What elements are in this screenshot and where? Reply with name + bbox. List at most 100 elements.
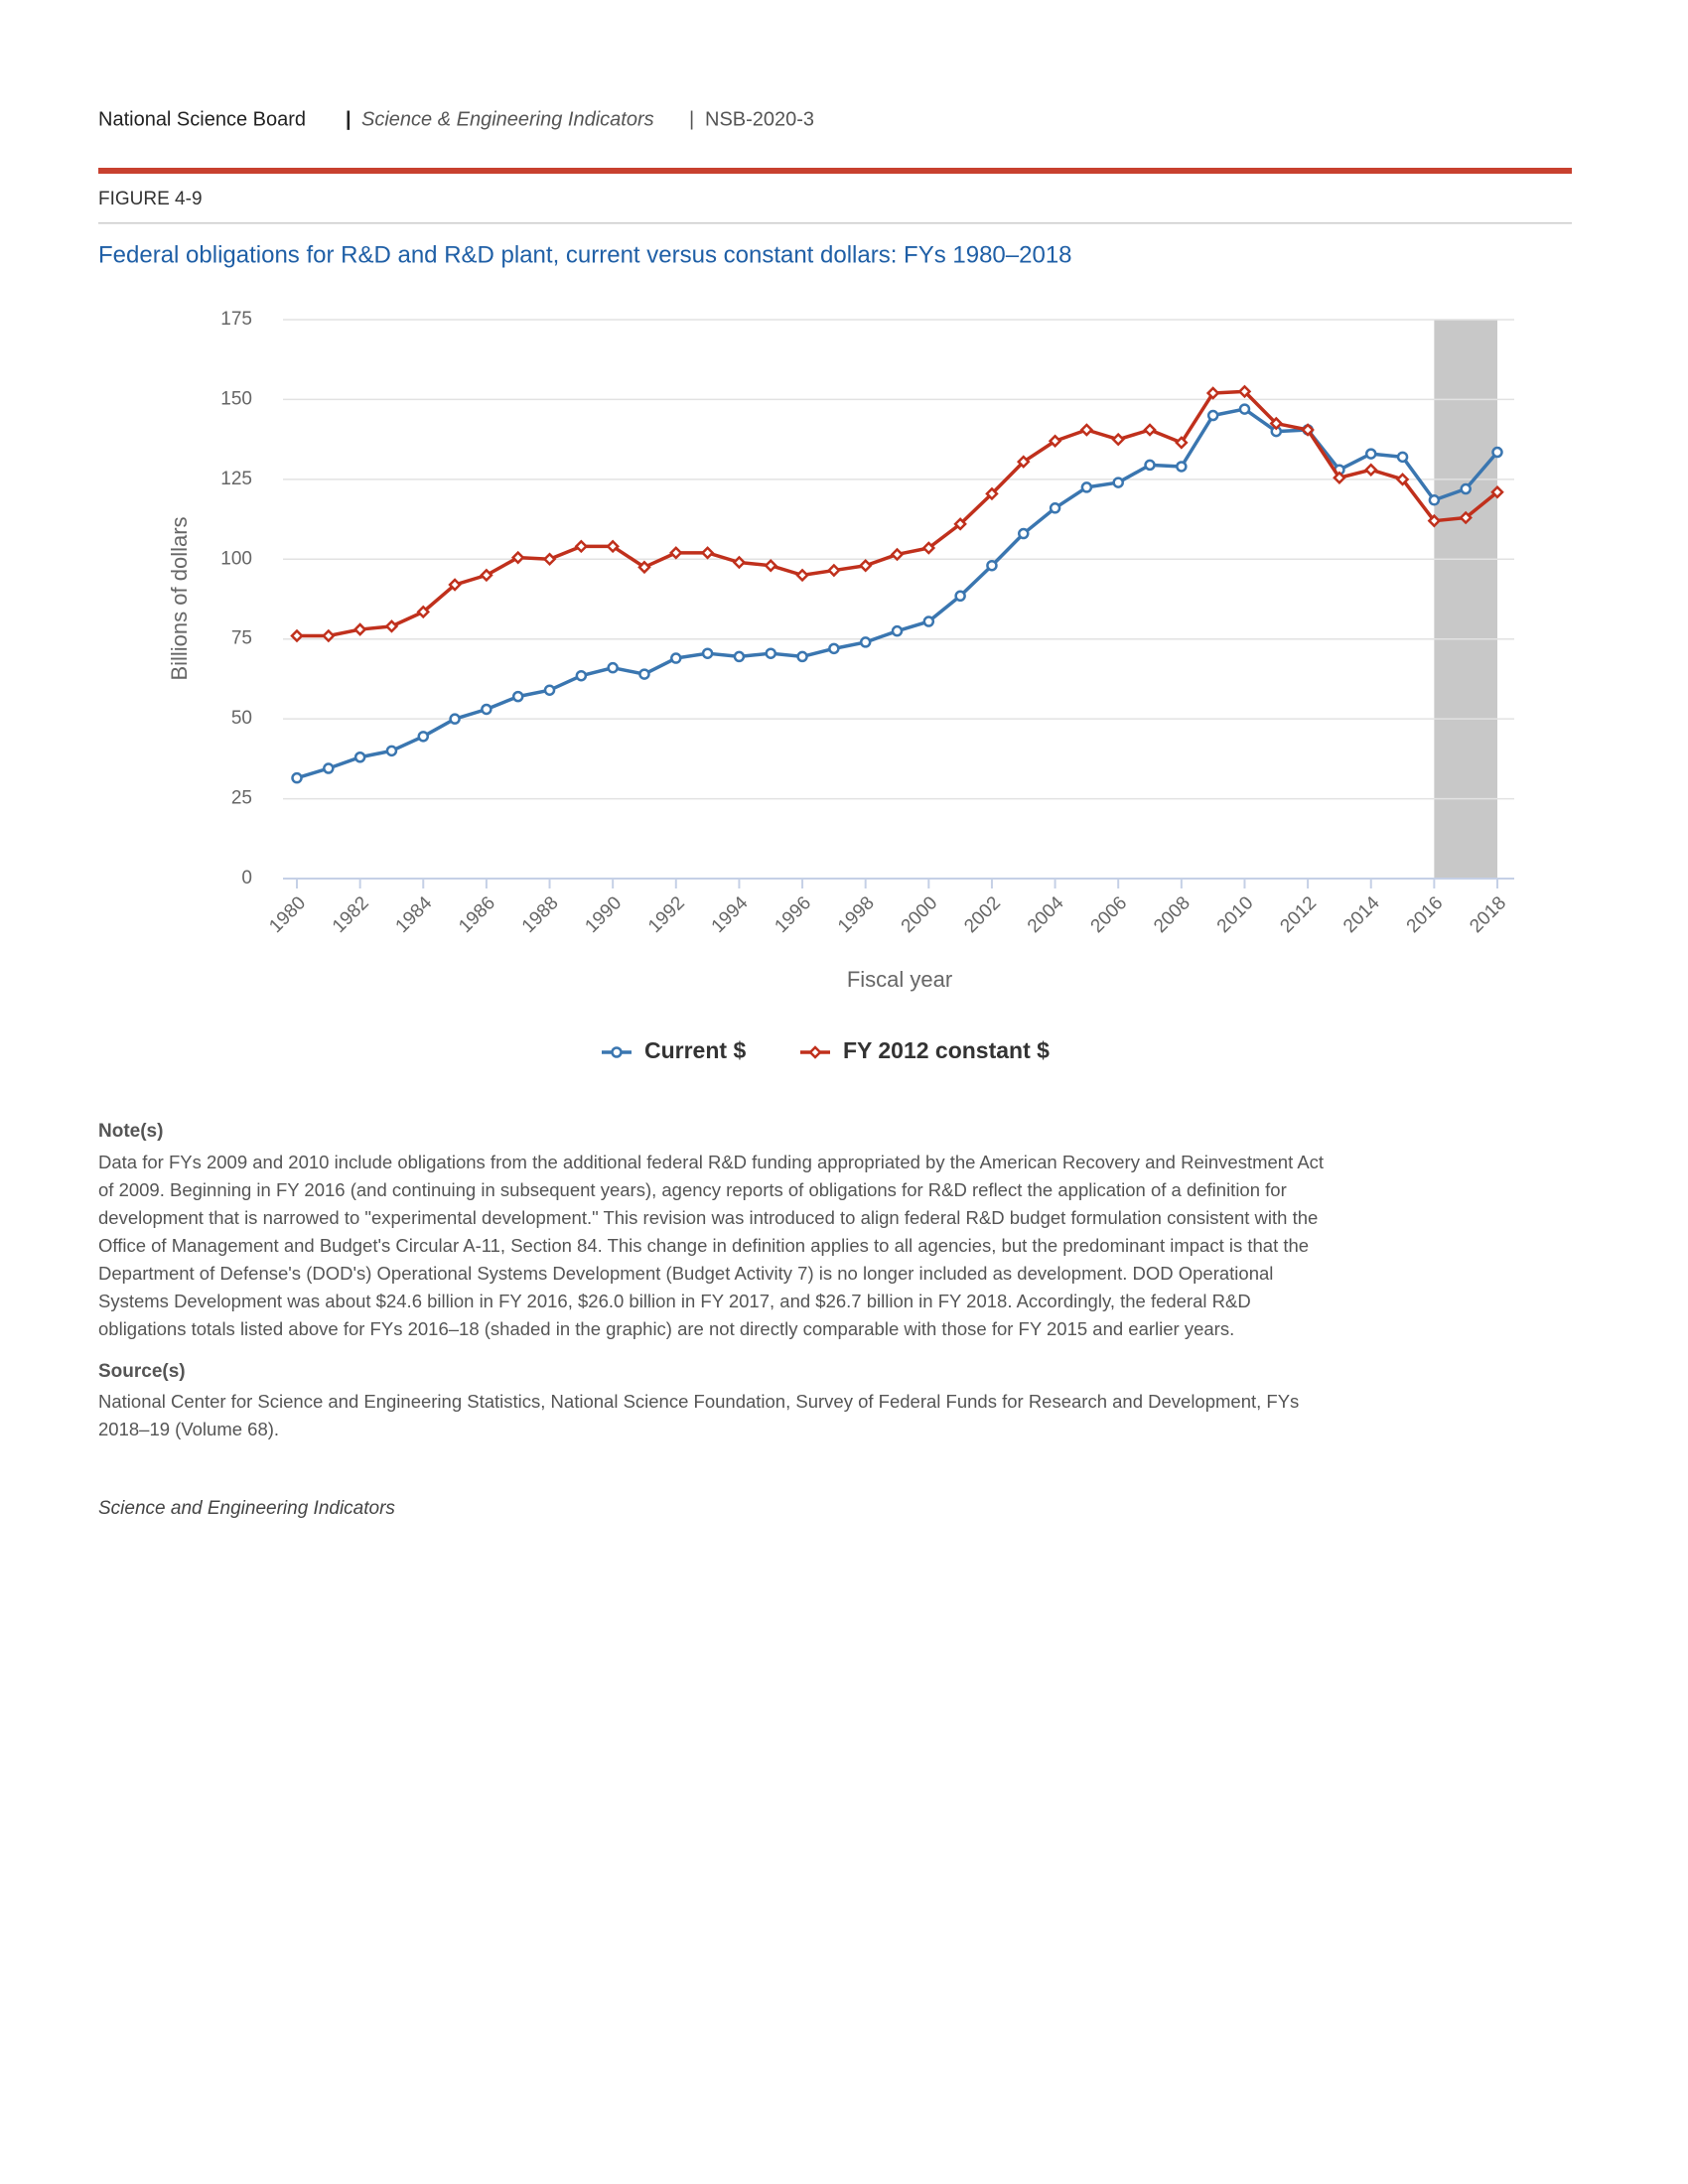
x-tick-label: 1982 [329,892,373,937]
x-tick-label: 2000 [898,892,942,937]
point [1363,463,1378,477]
point [922,615,935,627]
x-tick-label: 1980 [265,892,310,937]
point [542,552,557,567]
source-line: National Center for Science and Engineer… [98,1391,1299,1412]
x-tick-label: 1992 [644,892,689,937]
note-line: obligations totals listed above for FYs … [98,1318,1234,1339]
point [1427,513,1442,528]
point [1238,403,1251,415]
point [1018,527,1030,540]
note-line: Department of Defense's (DOD's) Operatio… [98,1263,1273,1284]
point [416,605,431,619]
point [291,771,303,784]
legend-marker [611,1046,623,1058]
point [1395,473,1410,486]
legend-marker [808,1045,822,1059]
point [323,762,335,774]
point [921,541,936,555]
x-tick-label: 2016 [1403,892,1448,937]
point [607,661,619,674]
point [1175,436,1189,450]
point [1301,423,1315,437]
x-tick-label: 2018 [1466,892,1510,937]
point [1079,423,1094,437]
header-report: NSB-2020-3 [705,108,814,130]
x-tick-label: 1998 [834,892,879,937]
point [353,751,366,763]
point [385,745,398,757]
point [985,486,999,501]
y-tick-label: 0 [241,868,252,888]
chart-title: Federal obligations for R&D and R&D plan… [98,241,1072,268]
point [480,568,493,583]
point [606,539,620,554]
y-tick-label: 50 [231,708,252,729]
point [986,559,998,572]
point [1206,409,1219,422]
figure-rule [98,222,1572,224]
point [733,650,746,663]
y-tick-label: 125 [220,469,252,489]
point [765,647,776,659]
x-tick-label: 2012 [1276,892,1321,937]
point [859,636,872,648]
point [954,590,966,603]
point [796,650,808,663]
x-axis-label: Fiscal year [847,967,952,992]
header-separator: | [346,108,352,130]
shaded-region [1434,320,1497,879]
point [1144,459,1156,472]
x-tick-label: 1994 [708,892,753,937]
footer: Science and Engineering Indicators [98,1498,395,1519]
sources-heading: Source(s) [98,1361,186,1382]
header-rule [98,168,1572,174]
point [543,684,556,696]
y-tick-label: 25 [231,788,252,809]
point [574,539,589,554]
note-line: of 2009. Beginning in FY 2016 (and conti… [98,1179,1287,1200]
point [1049,502,1061,514]
legend-label: FY 2012 constant $ [843,1037,1050,1063]
point [891,624,904,637]
x-tick-label: 2008 [1150,892,1195,937]
point [1016,455,1031,469]
point [827,563,841,578]
x-tick-label: 2006 [1087,892,1132,937]
point [732,555,747,570]
x-tick-label: 2010 [1213,892,1258,937]
x-tick-label: 1990 [581,892,626,937]
point [1048,434,1062,449]
point [1080,481,1093,493]
point [764,558,778,573]
x-tick-label: 1996 [771,892,815,937]
x-tick-label: 2002 [960,892,1005,937]
point [1428,494,1441,506]
x-tick-label: 2014 [1339,892,1384,937]
point [510,550,525,565]
note-line: Systems Development was about $24.6 bill… [98,1291,1251,1311]
note-line: development that is narrowed to "experim… [98,1207,1318,1228]
point [669,546,683,560]
x-tick-label: 1988 [518,892,563,937]
point [1490,484,1504,499]
point [1269,416,1284,431]
point [449,713,461,725]
legend-label: Current $ [644,1037,746,1063]
y-axis-label: Billions of dollars [167,516,192,680]
point [637,560,651,575]
header-org: National Science Board [98,108,306,130]
y-tick-label: 100 [220,548,252,569]
y-tick-label: 150 [220,388,252,409]
point [1333,471,1346,485]
point [1176,461,1188,473]
y-tick-label: 75 [231,628,252,649]
point [638,668,650,680]
source-line: 2018–19 (Volume 68). [98,1419,279,1439]
point [795,568,809,583]
series-line [296,407,1499,780]
x-tick-label: 1986 [455,892,499,937]
figure-label: FIGURE 4-9 [98,189,203,209]
point [448,578,462,592]
note-line: Office of Management and Budget's Circul… [98,1235,1309,1256]
